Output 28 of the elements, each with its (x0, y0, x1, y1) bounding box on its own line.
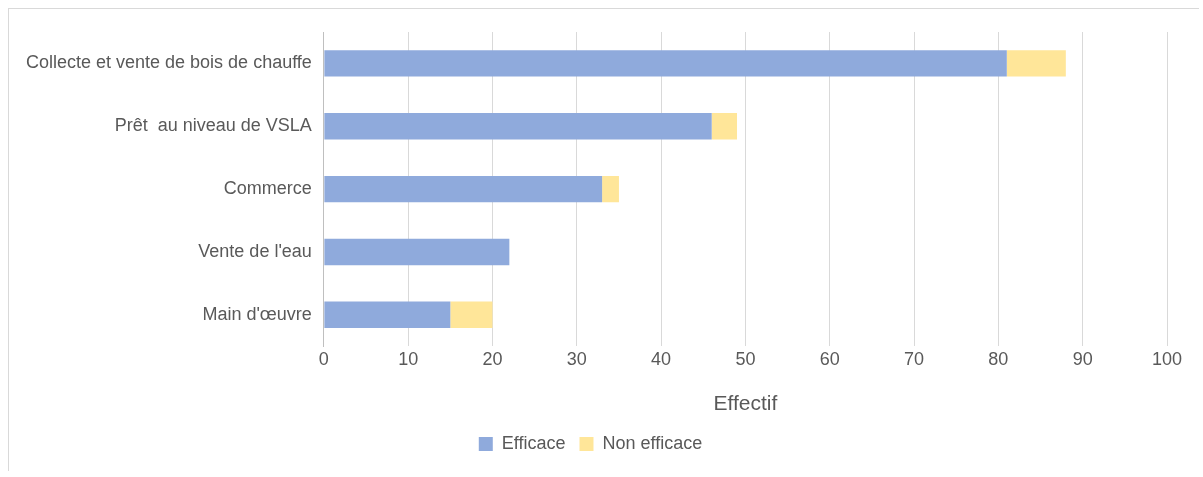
x-tick-label: 70 (904, 348, 925, 369)
bar (324, 301, 451, 328)
y-tick-label: Main d'œuvre (202, 303, 312, 324)
bar (711, 113, 737, 140)
x-tick-label: 40 (651, 348, 672, 369)
legend-label: Efficace (501, 432, 566, 453)
x-tick-label: 90 (1072, 348, 1093, 369)
y-tick-label: Vente de l'eau (198, 240, 312, 261)
legend-label: Non efficace (602, 432, 703, 453)
x-tick-label: 0 (318, 348, 329, 369)
y-tick-label: Commerce (223, 178, 312, 199)
x-tick-label: 80 (988, 348, 1009, 369)
bar (324, 238, 510, 266)
x-tick-label: 50 (735, 348, 756, 369)
y-tick-label: Collecte et vente de bois de chauffe (25, 52, 312, 73)
x-tick-label: 100 (1151, 348, 1183, 369)
bar (1006, 50, 1066, 77)
bar (324, 50, 1007, 77)
bar (450, 301, 493, 328)
x-tick-label: 10 (398, 348, 419, 369)
x-tick-label: 20 (482, 348, 503, 369)
x-axis-title: Effectif (713, 391, 778, 415)
bar (602, 175, 619, 203)
x-tick-label: 30 (566, 348, 587, 369)
y-tick-label: Prêt au niveau de VSLA (114, 115, 312, 136)
x-tick-label: 60 (819, 348, 840, 369)
bar (324, 175, 603, 203)
bar (324, 113, 712, 140)
